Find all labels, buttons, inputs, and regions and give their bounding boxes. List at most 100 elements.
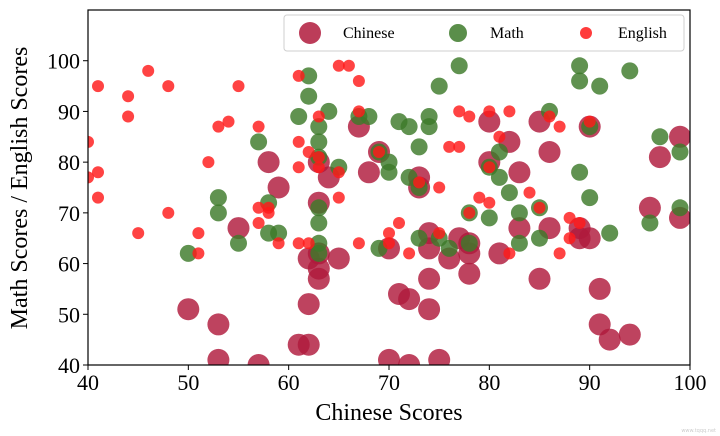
- point-english-64: [563, 211, 576, 224]
- point-english-63: [553, 247, 566, 260]
- point-english-25: [292, 161, 305, 174]
- point-math-36: [440, 239, 458, 257]
- point-english-46: [433, 227, 446, 240]
- point-math-29: [410, 229, 428, 247]
- point-english-22: [272, 237, 285, 250]
- point-chinese-50: [578, 227, 601, 250]
- point-math-13: [310, 214, 328, 232]
- y-tick-label-70: 70: [58, 201, 80, 226]
- point-math-4: [250, 133, 268, 151]
- point-english-49: [453, 140, 466, 153]
- legend-marker-chinese: [299, 22, 321, 44]
- point-math-10: [300, 87, 318, 105]
- point-english-9: [162, 80, 175, 93]
- point-math-58: [641, 214, 659, 232]
- axis-ticks: 40 50 60 70 80 90 100 40 50 60 70 80 90 100: [47, 49, 707, 395]
- point-math-17: [310, 118, 328, 136]
- point-math-54: [581, 189, 599, 207]
- point-math-52: [571, 163, 589, 181]
- point-english-4: [92, 191, 104, 204]
- point-english-27: [302, 146, 315, 158]
- point-chinese-59: [669, 125, 690, 148]
- point-english-52: [473, 191, 486, 204]
- point-chinese-57: [648, 146, 671, 169]
- y-tick-label-100: 100: [47, 49, 80, 74]
- point-english-18: [252, 201, 265, 214]
- point-chinese-40: [488, 242, 511, 265]
- point-chinese-53: [588, 277, 611, 300]
- point-math-46: [510, 234, 528, 252]
- point-math-55: [591, 77, 609, 95]
- point-math-14: [310, 199, 328, 217]
- point-chinese-42: [508, 217, 531, 240]
- point-english-0: [88, 135, 94, 148]
- x-tick-label-40: 40: [77, 370, 99, 395]
- point-english-35: [342, 59, 355, 72]
- y-tick-label-80: 80: [58, 150, 80, 175]
- legend: Chinese Math English: [283, 14, 685, 52]
- point-english-19: [252, 217, 265, 229]
- point-english-2: [92, 80, 104, 93]
- point-chinese-6: [267, 176, 290, 199]
- point-chinese-43: [508, 161, 531, 184]
- point-math-8: [290, 108, 308, 125]
- point-chinese-21: [378, 348, 400, 365]
- point-math-38: [460, 234, 478, 252]
- legend-label-math: Math: [490, 25, 524, 42]
- point-chinese-44: [528, 267, 551, 290]
- point-english-39: [373, 146, 385, 158]
- point-english-67: [583, 115, 596, 128]
- point-english-62: [553, 120, 566, 133]
- point-english-7: [132, 227, 145, 240]
- point-english-58: [503, 247, 516, 260]
- point-english-59: [523, 186, 536, 199]
- point-english-8: [142, 64, 155, 77]
- point-chinese-25: [398, 288, 421, 311]
- point-chinese-12: [307, 257, 330, 280]
- point-english-48: [453, 105, 466, 118]
- point-math-42: [490, 168, 508, 186]
- point-english-38: [352, 237, 365, 250]
- point-english-47: [443, 140, 456, 153]
- point-math-25: [380, 153, 398, 171]
- point-chinese-29: [418, 267, 441, 290]
- point-chinese-17: [327, 247, 350, 270]
- point-english-15: [222, 115, 235, 128]
- point-chinese-3: [227, 217, 250, 240]
- point-english-6: [122, 110, 135, 123]
- point-english-36: [352, 75, 365, 87]
- watermark: www.tqqq.net: [681, 428, 716, 434]
- point-math-56: [601, 224, 619, 242]
- point-english-33: [332, 166, 345, 179]
- legend-label-chinese: Chinese: [343, 25, 395, 42]
- data-points: [88, 57, 690, 365]
- point-chinese-56: [638, 196, 661, 219]
- y-tick-label-90: 90: [58, 99, 80, 124]
- point-math-2: [209, 189, 227, 207]
- point-chinese-4: [247, 354, 270, 365]
- point-english-44: [413, 176, 426, 189]
- point-math-35: [430, 77, 448, 95]
- point-english-40: [383, 227, 395, 240]
- point-math-47: [531, 229, 548, 247]
- point-chinese-39: [478, 110, 501, 133]
- point-chinese-32: [428, 348, 451, 365]
- point-math-51: [571, 72, 589, 90]
- point-math-7: [270, 224, 288, 242]
- point-english-66: [573, 217, 586, 229]
- point-english-57: [503, 105, 516, 118]
- point-english-51: [463, 206, 476, 219]
- point-chinese-54: [598, 328, 621, 351]
- point-english-16: [232, 80, 245, 93]
- point-english-45: [433, 181, 446, 194]
- point-math-60: [671, 143, 689, 161]
- point-math-9: [300, 67, 318, 85]
- point-english-24: [292, 135, 305, 148]
- point-chinese-24: [398, 354, 421, 365]
- point-math-0: [179, 244, 197, 262]
- point-english-26: [292, 237, 305, 250]
- point-chinese-19: [357, 161, 380, 184]
- legend-marker-english: [580, 27, 592, 39]
- legend-marker-math: [449, 24, 467, 42]
